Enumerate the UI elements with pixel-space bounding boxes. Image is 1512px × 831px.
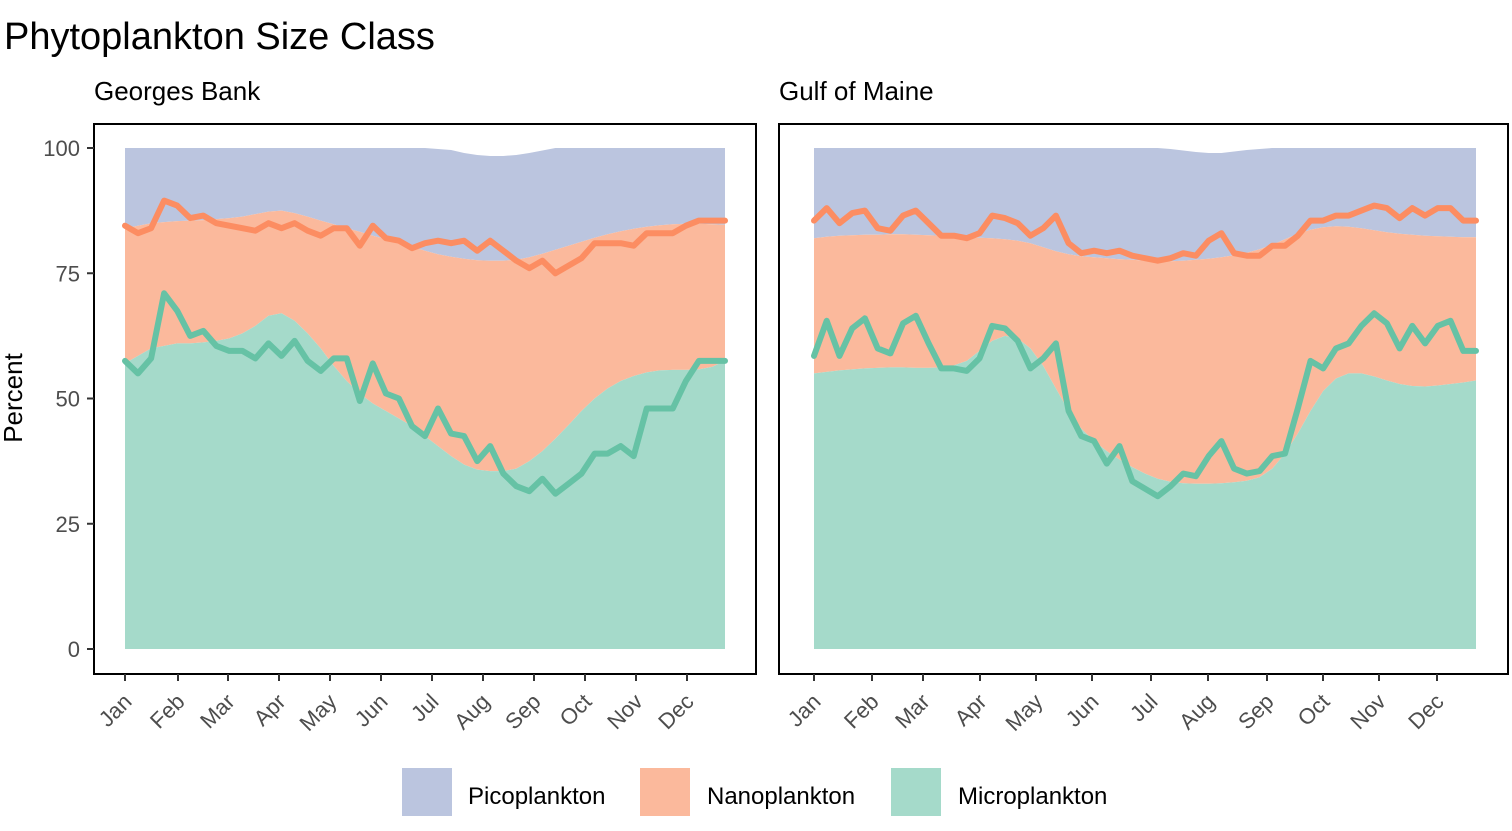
panel-title-georges-bank: Georges Bank bbox=[94, 76, 261, 106]
y-tick-label: 50 bbox=[56, 387, 80, 412]
area-microplankton bbox=[125, 313, 725, 649]
legend-key-microplankton bbox=[891, 768, 941, 816]
y-tick-label: 100 bbox=[43, 136, 80, 161]
y-tick-label: 25 bbox=[56, 512, 80, 537]
y-axis-label: Percent bbox=[0, 352, 28, 442]
chart-title: Phytoplankton Size Class bbox=[4, 16, 435, 58]
panel-frame bbox=[778, 123, 1509, 675]
legend-label-nanoplankton: Nanoplankton bbox=[707, 783, 855, 810]
area-microplankton bbox=[814, 335, 1476, 649]
area-picoplankton bbox=[125, 148, 725, 261]
line-nanoplankton bbox=[811, 202, 1479, 264]
area-nanoplankton bbox=[814, 226, 1476, 484]
legend-key-picoplankton bbox=[402, 768, 452, 816]
panel-gulf-of-maine: Jan Feb Mar Apr May Jun Jul Aug Sep Oct Nov Dec bbox=[778, 123, 1509, 736]
line-microplankton bbox=[811, 310, 1479, 500]
line-microplankton bbox=[122, 290, 728, 497]
legend: Picoplankton Nanoplankton Microplankton bbox=[402, 768, 1107, 816]
legend-label-microplankton: Microplankton bbox=[958, 783, 1107, 810]
y-tick-label: 0 bbox=[68, 637, 80, 662]
legend-label-picoplankton: Picoplankton bbox=[468, 783, 605, 810]
panel-title-gulf-of-maine: Gulf of Maine bbox=[779, 76, 934, 106]
line-nanoplankton bbox=[122, 197, 728, 277]
legend-key-nanoplankton bbox=[640, 768, 690, 816]
y-tick-label: 75 bbox=[56, 261, 80, 286]
area-nanoplankton bbox=[125, 210, 725, 472]
